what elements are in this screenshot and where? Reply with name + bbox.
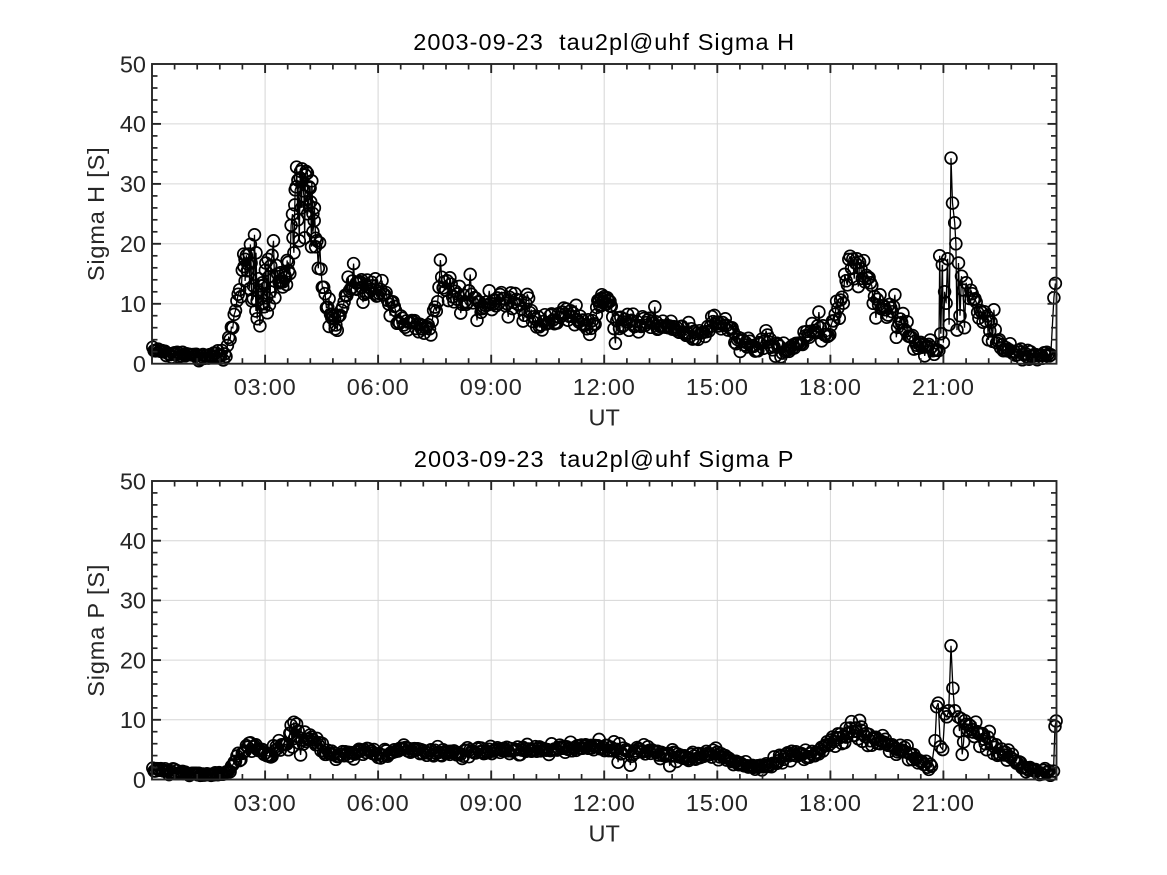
svg-text:0: 0	[133, 351, 146, 377]
svg-text:10: 10	[120, 707, 146, 733]
svg-text:09:00: 09:00	[460, 790, 523, 816]
svg-text:03:00: 03:00	[234, 374, 297, 400]
svg-text:21:00: 21:00	[912, 374, 975, 400]
svg-text:30: 30	[120, 588, 146, 614]
svg-text:15:00: 15:00	[686, 790, 749, 816]
svg-text:12:00: 12:00	[573, 790, 636, 816]
svg-text:UT: UT	[589, 821, 620, 847]
svg-text:21:00: 21:00	[912, 790, 975, 816]
svg-text:06:00: 06:00	[347, 790, 410, 816]
svg-text:40: 40	[120, 528, 146, 554]
svg-text:20: 20	[120, 647, 146, 673]
svg-text:Sigma P [S]: Sigma P [S]	[83, 564, 109, 697]
svg-text:15:00: 15:00	[686, 374, 749, 400]
svg-text:03:00: 03:00	[234, 790, 297, 816]
svg-text:18:00: 18:00	[799, 790, 862, 816]
svg-text:30: 30	[120, 171, 146, 197]
svg-text:Sigma H [S]: Sigma H [S]	[83, 146, 109, 281]
svg-text:2003-09-23 tau2pl@uhf Sigma H: 2003-09-23 tau2pl@uhf Sigma H	[413, 29, 795, 55]
svg-text:06:00: 06:00	[347, 374, 410, 400]
svg-text:18:00: 18:00	[799, 374, 862, 400]
svg-text:50: 50	[120, 468, 146, 494]
svg-text:10: 10	[120, 291, 146, 317]
svg-text:20: 20	[120, 231, 146, 257]
svg-text:40: 40	[120, 111, 146, 137]
svg-text:12:00: 12:00	[573, 374, 636, 400]
svg-text:50: 50	[120, 51, 146, 77]
svg-text:2003-09-23 tau2pl@uhf Sigma P: 2003-09-23 tau2pl@uhf Sigma P	[414, 446, 795, 472]
svg-text:UT: UT	[589, 405, 620, 431]
svg-text:0: 0	[133, 767, 146, 793]
svg-text:09:00: 09:00	[460, 374, 523, 400]
